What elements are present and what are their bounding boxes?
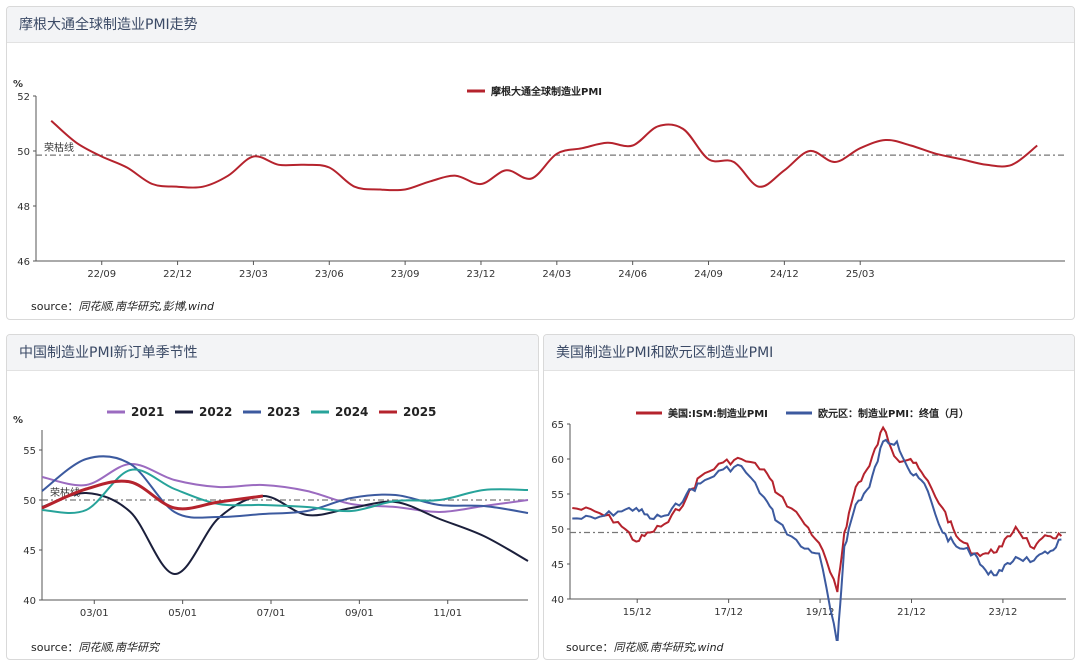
y-tick-label: 50 — [23, 496, 36, 507]
x-tick-label: 22/12 — [163, 269, 192, 280]
x-tick-label: 23/09 — [391, 269, 420, 280]
x-tick-label: 07/01 — [257, 608, 286, 619]
y-tick-label: 40 — [551, 595, 564, 606]
series-line-2023 — [41, 455, 529, 519]
series-line-美国:ISM:制造业PMI — [572, 425, 1063, 593]
panel-title: 摩根大通全球制造业PMI走势 — [7, 7, 1074, 43]
x-tick-label: 23/03 — [239, 269, 268, 280]
y-tick-label: 65 — [551, 420, 564, 431]
china-pmi-panel: 中国制造业PMI新订单季节性 40 45 50 55% 03/01 05/01 07/01 0… — [6, 334, 539, 660]
global-pmi-panel: 摩根大通全球制造业PMI走势 46 48 50 52% 22/09 22/12 23/03 2… — [6, 6, 1075, 320]
y-tick-label: 48 — [17, 202, 30, 213]
y-tick-label: 60 — [551, 455, 564, 466]
x-tick-label: 25/03 — [846, 269, 875, 280]
y-axis-unit: % — [13, 79, 23, 90]
x-tick-label: 23/12 — [989, 607, 1018, 618]
x-tick-label: 17/12 — [714, 607, 743, 618]
legend-label: 2025 — [403, 405, 436, 419]
us-eu-pmi-panel: 美国制造业PMI和欧元区制造业PMI 40 45 50 55 60 65 15/12 17/1… — [543, 334, 1075, 660]
x-tick-label: 24/09 — [694, 269, 723, 280]
y-tick-label: 50 — [551, 525, 564, 536]
x-tick-label: 21/12 — [897, 607, 926, 618]
series-line-摩根大通全球制造业PMI — [50, 119, 1038, 192]
y-tick-label: 46 — [17, 257, 30, 268]
y-tick-label: 55 — [551, 490, 564, 501]
series-line-2024 — [41, 468, 529, 514]
y-tick-label: 50 — [17, 147, 30, 158]
source-label: source： — [31, 300, 79, 313]
legend-label: 欧元区：制造业PMI：终值（月） — [818, 407, 969, 420]
x-tick-label: 23/06 — [315, 269, 344, 280]
y-tick-label: 45 — [23, 546, 36, 557]
x-tick-label: 03/01 — [80, 608, 109, 619]
source-value: 同花顺,南华研究,wind — [613, 641, 724, 654]
series-line-2022 — [41, 491, 529, 576]
y-tick-label: 52 — [17, 92, 30, 103]
source-value: 同花顺,南华研究,彭博,wind — [78, 300, 215, 313]
x-tick-label: 24/06 — [618, 269, 647, 280]
y-tick-label: 55 — [23, 446, 36, 457]
x-tick-label: 22/09 — [87, 269, 116, 280]
us-eu-pmi-chart: 40 45 50 55 60 65 15/12 17/12 19/12 21/12 23/12 美国:… — [551, 407, 1066, 641]
reference-line-label: 荣枯线 — [44, 141, 74, 154]
source-note: source：同花顺,南华研究,彭博,wind — [31, 298, 214, 314]
panel-title: 美国制造业PMI和欧元区制造业PMI — [544, 335, 1074, 371]
x-tick-label: 24/03 — [542, 269, 571, 280]
legend-label: 美国:ISM:制造业PMI — [668, 407, 768, 420]
x-tick-label: 15/12 — [623, 607, 652, 618]
x-tick-label: 24/12 — [770, 269, 799, 280]
y-tick-label: 40 — [23, 596, 36, 607]
y-axis-unit: % — [13, 415, 23, 426]
source-label: source： — [31, 641, 79, 654]
legend-label: 摩根大通全球制造业PMI — [491, 85, 602, 98]
panel-title: 中国制造业PMI新订单季节性 — [7, 335, 538, 371]
x-tick-label: 05/01 — [168, 608, 197, 619]
series-line-2021 — [41, 462, 529, 514]
legend-label: 2023 — [267, 405, 300, 419]
series-line-欧元区：制造业PMI：终值（月） — [572, 438, 1062, 641]
x-tick-label: 09/01 — [345, 608, 374, 619]
legend-label: 2021 — [131, 405, 164, 419]
global-pmi-chart: 46 48 50 52% 22/09 22/12 23/03 23/06 23/09 23/12 2… — [13, 79, 1065, 280]
source-note: source：同花顺,南华研究 — [31, 639, 159, 655]
source-label: source： — [566, 641, 614, 654]
source-note: source：同花顺,南华研究,wind — [566, 639, 724, 655]
source-value: 同花顺,南华研究 — [78, 641, 160, 654]
x-tick-label: 23/12 — [467, 269, 496, 280]
y-tick-label: 45 — [551, 560, 564, 571]
x-tick-label: 11/01 — [433, 608, 462, 619]
legend-label: 2024 — [335, 405, 368, 419]
legend-label: 2022 — [199, 405, 232, 419]
series-line-2025 — [41, 479, 264, 511]
x-tick-label: 19/12 — [806, 607, 835, 618]
